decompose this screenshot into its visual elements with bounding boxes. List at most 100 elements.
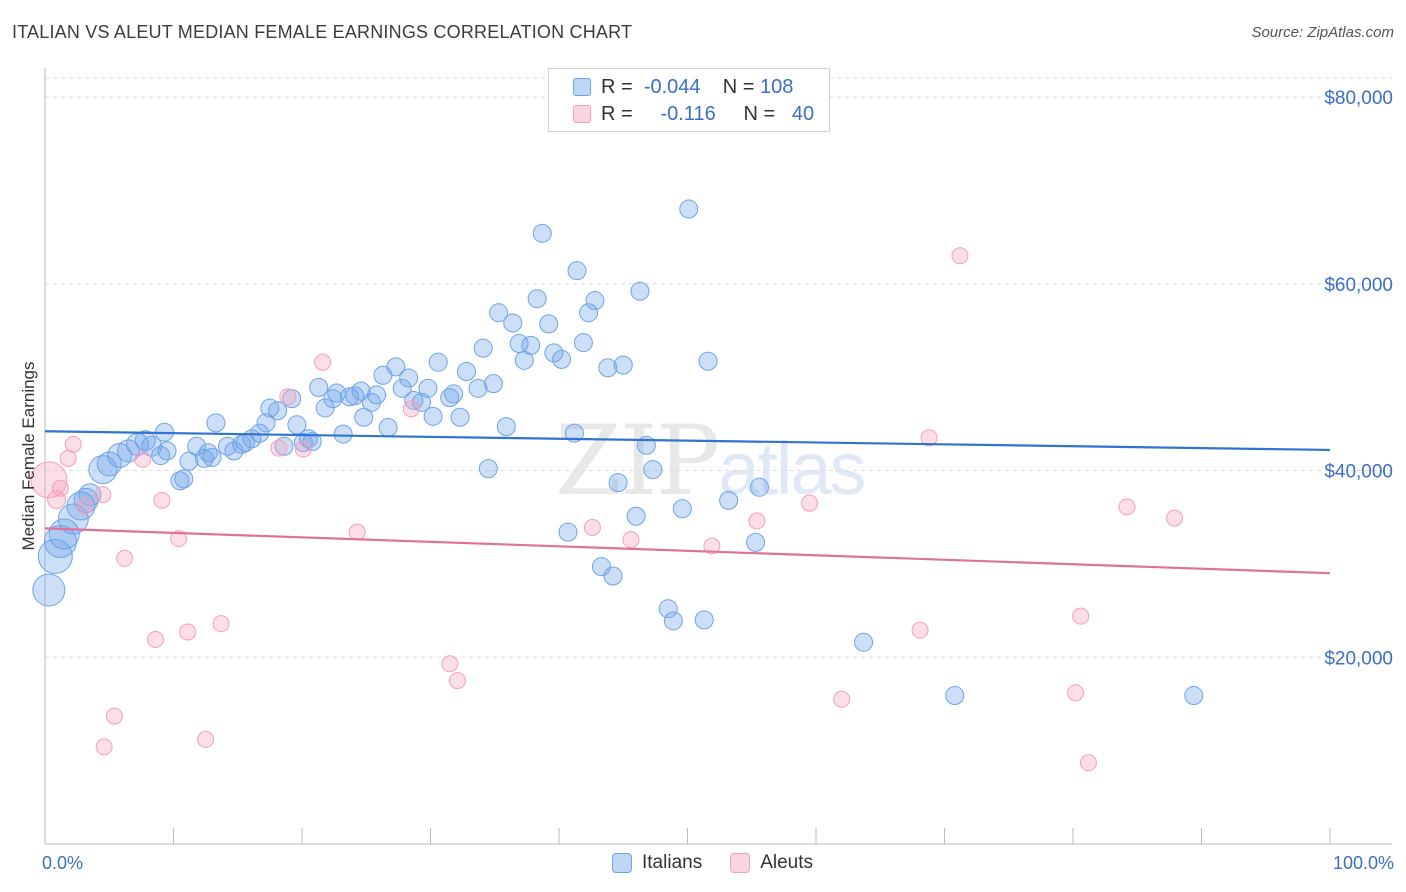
- italians-point: [719, 490, 739, 510]
- legend-item-italians[interactable]: Italians: [612, 852, 702, 874]
- italians-point: [450, 407, 470, 427]
- italians-trend-line: [44, 430, 1331, 452]
- italians-point: [340, 387, 360, 407]
- italians-point: [746, 532, 766, 552]
- aleuts-point: [94, 486, 112, 504]
- italians-point: [749, 477, 769, 497]
- source-label: Source: ZipAtlas.com: [1251, 24, 1394, 41]
- legend-n-label: N =: [722, 75, 755, 98]
- legend-r-label: R =: [601, 75, 633, 98]
- y-tick-label: $80,000: [1324, 88, 1393, 109]
- aleuts-point: [748, 512, 766, 530]
- y-tick-labels: $20,000 $40,000 $60,000 $80,000: [1324, 88, 1393, 669]
- aleuts-point: [951, 247, 969, 265]
- italians-point: [179, 451, 199, 471]
- aleuts-trend-line: [44, 527, 1331, 575]
- aleuts-point: [801, 494, 819, 512]
- y-tick-label: $60,000: [1324, 275, 1393, 296]
- legend-swatch-aleuts: [573, 105, 591, 123]
- series-legend: Italians Aleuts: [612, 852, 841, 874]
- grid-lines: [45, 77, 1392, 658]
- italians-point: [672, 499, 692, 519]
- x-max-label: 100.0%: [1333, 853, 1394, 873]
- aleuts-point: [314, 353, 332, 371]
- legend-label-italians: Italians: [642, 852, 703, 873]
- italians-point: [157, 441, 177, 461]
- italians-point: [532, 223, 552, 243]
- italians-point: [323, 389, 343, 409]
- aleuts-point: [197, 730, 215, 748]
- italians-point: [663, 611, 683, 631]
- italians-point: [48, 518, 80, 550]
- italians-point: [945, 686, 965, 706]
- aleuts-point: [179, 623, 197, 641]
- italians-point: [268, 401, 288, 421]
- aleuts-point: [279, 388, 297, 406]
- aleuts-point: [212, 615, 230, 633]
- italians-point: [32, 573, 66, 607]
- italians-point: [643, 460, 663, 480]
- italians-point: [274, 436, 294, 456]
- italians-point: [134, 430, 156, 452]
- legend-item-aleuts[interactable]: Aleuts: [730, 852, 813, 874]
- italians-point: [626, 506, 646, 526]
- italians-point: [613, 355, 633, 375]
- y-tick-label: $40,000: [1324, 462, 1393, 483]
- italians-point: [354, 407, 374, 427]
- aleuts-point: [583, 518, 601, 536]
- legend-swatch-italians: [612, 853, 632, 873]
- aleuts-point: [920, 429, 938, 447]
- italians-point: [608, 473, 628, 493]
- italians-point: [78, 483, 102, 507]
- italians-point: [309, 377, 329, 397]
- y-tick-label: $20,000: [1324, 648, 1393, 669]
- italians-point: [386, 357, 406, 377]
- italians-point: [598, 358, 618, 378]
- italians-point: [658, 599, 678, 619]
- aleuts-point: [833, 690, 851, 708]
- aleuts-point: [51, 479, 69, 497]
- italians-point: [456, 362, 476, 382]
- legend-swatch-italians: [573, 78, 591, 96]
- aleuts-point: [47, 489, 67, 509]
- italians-point: [392, 378, 412, 398]
- italians-point: [412, 392, 432, 412]
- aleuts-point: [116, 549, 134, 567]
- aleuts-point: [911, 621, 929, 639]
- italians-point: [206, 413, 226, 433]
- italians-point: [444, 384, 464, 404]
- italians-point: [579, 303, 599, 323]
- legend-r-value: -0.116: [660, 102, 716, 125]
- aleuts-point: [134, 450, 152, 468]
- legend-n-value: 108: [760, 75, 794, 98]
- italians-point: [854, 632, 874, 652]
- aleuts-point: [30, 461, 68, 499]
- italians-point: [333, 424, 353, 444]
- aleuts-point: [448, 672, 466, 690]
- italians-point: [256, 413, 276, 433]
- italians-point: [552, 349, 572, 369]
- italians-point: [558, 522, 578, 542]
- italians-point: [399, 368, 419, 388]
- italians-point: [527, 289, 547, 309]
- italians-point: [694, 610, 714, 630]
- italians-point: [202, 447, 222, 467]
- aleuts-point: [402, 400, 420, 418]
- aleuts-point: [64, 435, 82, 453]
- legend-r-value: -0.044: [643, 75, 701, 98]
- aleuts-point: [105, 707, 123, 725]
- italians-point: [428, 352, 448, 372]
- aleuts-point: [348, 523, 366, 541]
- italians-point: [679, 199, 699, 219]
- italians-point: [378, 418, 398, 438]
- italians-point: [698, 351, 718, 371]
- italians-point: [73, 487, 99, 513]
- aleuts-point: [153, 491, 171, 509]
- chart-title: ITALIAN VS ALEUT MEDIAN FEMALE EARNINGS …: [12, 22, 633, 42]
- aleuts-point: [270, 439, 288, 457]
- x-min-label: 0.0%: [42, 853, 83, 873]
- aleuts-point: [95, 738, 113, 756]
- trend-lines: [44, 430, 1331, 575]
- aleuts-point: [1079, 754, 1097, 772]
- italians-point: [260, 398, 280, 418]
